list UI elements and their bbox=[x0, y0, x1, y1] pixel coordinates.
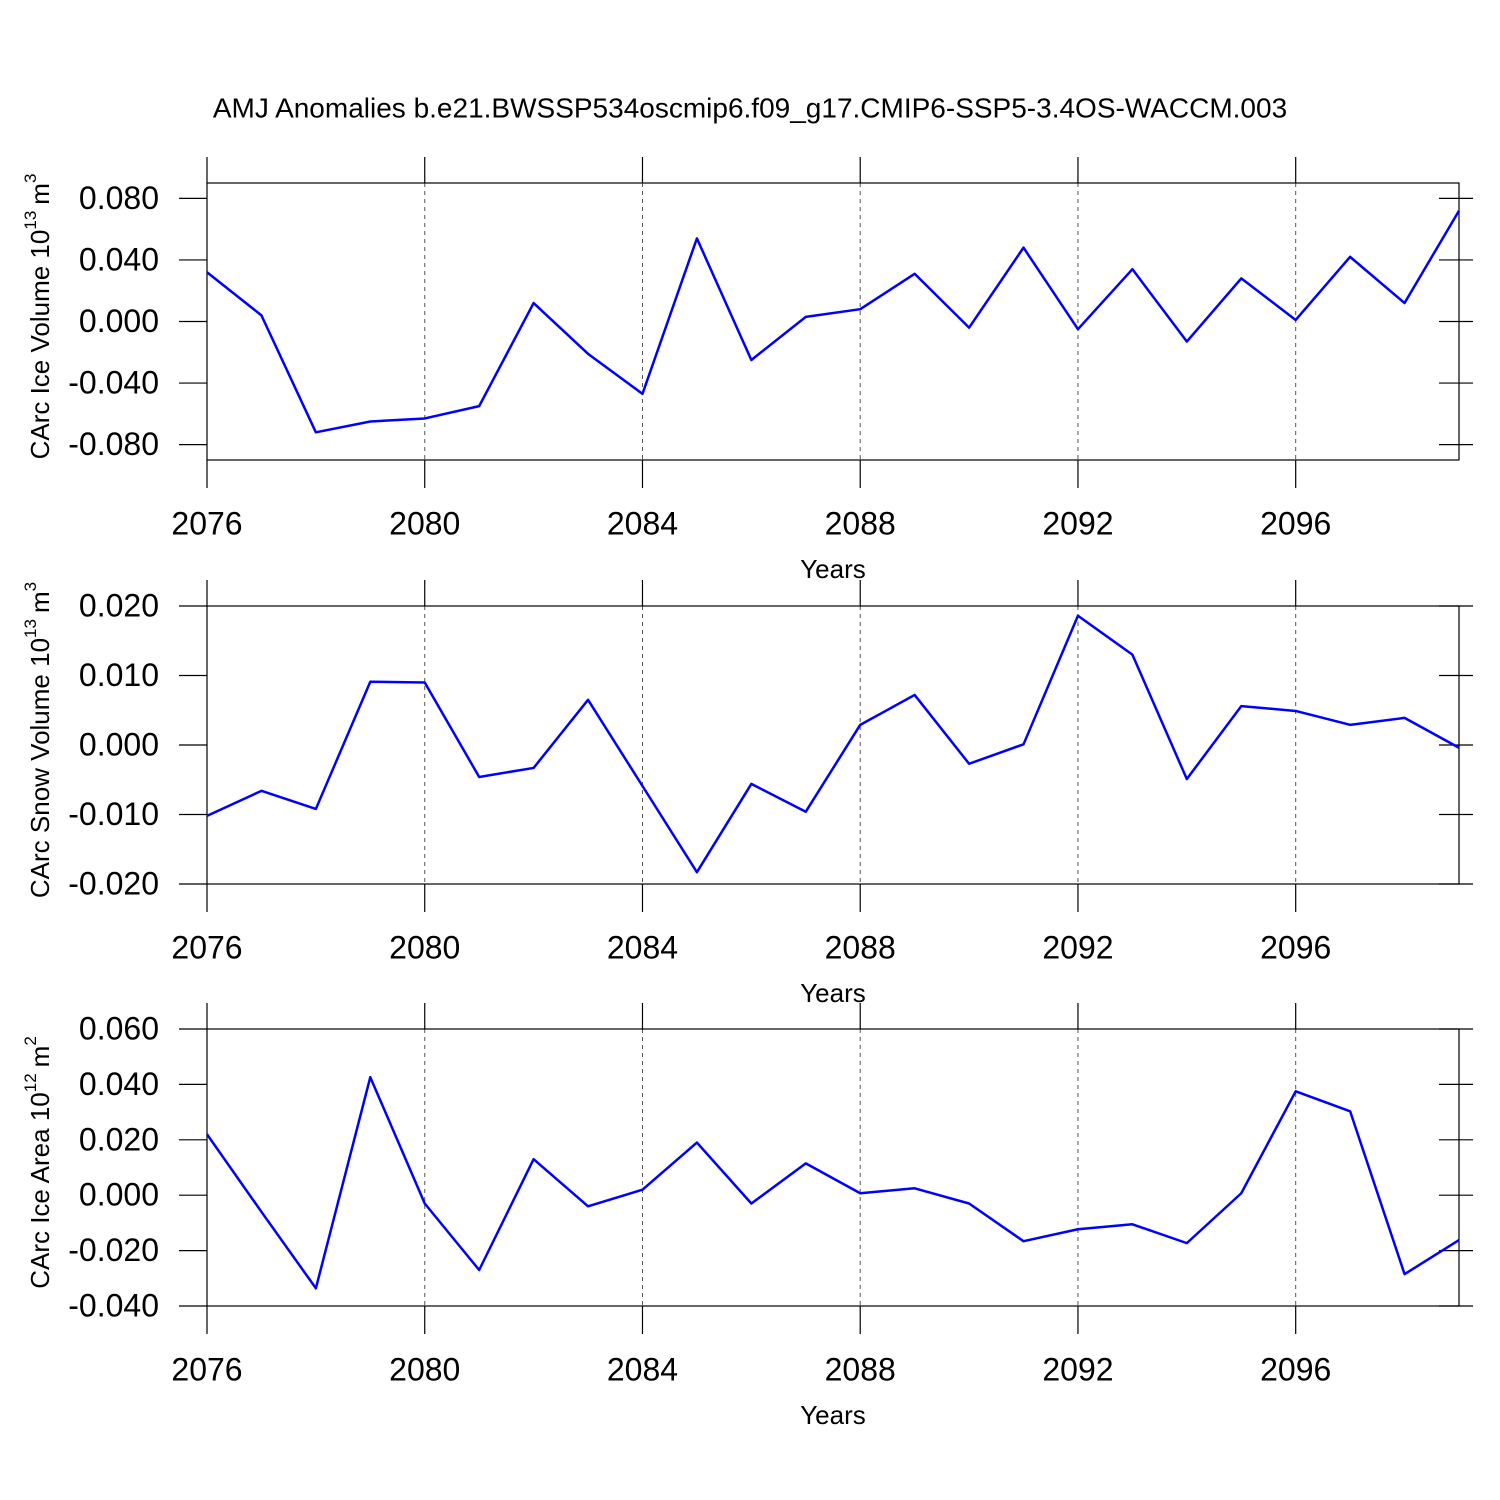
y-tick-label: 0.020 bbox=[79, 1121, 159, 1157]
y-axis-label-unit-exponent: 2 bbox=[21, 1036, 40, 1045]
chart-title: AMJ Anomalies b.e21.BWSSP534oscmip6.f09_… bbox=[213, 92, 1287, 123]
y-axis-label-exponent: 12 bbox=[21, 1073, 40, 1092]
x-tick-label: 2084 bbox=[607, 505, 678, 541]
plot-frame bbox=[206, 182, 1460, 461]
x-tick-label: 2076 bbox=[171, 505, 242, 541]
y-axis-label-exponent: 13 bbox=[21, 211, 40, 230]
y-axis-label-text: CArc Ice Area 10 bbox=[25, 1092, 55, 1289]
x-axis-label: Years bbox=[800, 1400, 866, 1430]
x-tick-label: 2084 bbox=[607, 1351, 678, 1387]
y-tick-label: -0.020 bbox=[68, 865, 159, 901]
y-axis-label-unit: m bbox=[25, 183, 55, 205]
data-line bbox=[206, 614, 1460, 874]
y-axis-label-unit: m bbox=[25, 1046, 55, 1068]
y-tick-label: 0.000 bbox=[79, 303, 159, 339]
y-axis-label-unit-exponent: 3 bbox=[21, 582, 40, 591]
x-tick-label: 2076 bbox=[171, 929, 242, 965]
y-tick-label: 0.010 bbox=[79, 657, 159, 693]
y-axis-label-unit-exponent: 3 bbox=[21, 174, 40, 183]
x-tick-label: 2076 bbox=[171, 1351, 242, 1387]
x-tick-label: 2096 bbox=[1260, 505, 1331, 541]
x-tick-label: 2080 bbox=[389, 929, 460, 965]
y-tick-label: -0.020 bbox=[68, 1232, 159, 1268]
y-tick-label: -0.010 bbox=[68, 796, 159, 832]
x-tick-label: 2092 bbox=[1042, 1351, 1113, 1387]
x-tick-label: 2080 bbox=[389, 505, 460, 541]
x-axis-label: Years bbox=[800, 554, 866, 584]
x-tick-label: 2096 bbox=[1260, 929, 1331, 965]
y-tick-label: 0.040 bbox=[79, 241, 159, 277]
y-axis-label-exponent: 13 bbox=[21, 619, 40, 638]
x-axis-label: Years bbox=[800, 978, 866, 1008]
x-tick-label: 2092 bbox=[1042, 505, 1113, 541]
x-tick-label: 2096 bbox=[1260, 1351, 1331, 1387]
x-tick-label: 2092 bbox=[1042, 929, 1113, 965]
y-axis-label: CArc Ice Area 1012 m2 bbox=[21, 1036, 54, 1289]
y-axis-label: CArc Snow Volume 1013 m3 bbox=[21, 582, 54, 898]
y-tick-label: 0.040 bbox=[79, 1066, 159, 1102]
y-tick-label: 0.000 bbox=[79, 726, 159, 762]
x-tick-label: 2088 bbox=[825, 929, 896, 965]
y-tick-label: -0.040 bbox=[68, 365, 159, 401]
y-tick-label: -0.040 bbox=[68, 1287, 159, 1323]
y-axis-label-text: CArc Ice Volume 10 bbox=[25, 230, 55, 460]
y-tick-label: -0.080 bbox=[68, 426, 159, 462]
y-tick-label: 0.000 bbox=[79, 1177, 159, 1213]
data-line bbox=[205, 1075, 1460, 1290]
x-tick-label: 2088 bbox=[825, 1351, 896, 1387]
x-tick-label: 2088 bbox=[825, 505, 896, 541]
y-axis-label-text: CArc Snow Volume 10 bbox=[25, 638, 55, 898]
data-line bbox=[206, 210, 1461, 434]
y-axis-label-unit: m bbox=[25, 591, 55, 613]
plot-frame bbox=[206, 1028, 1460, 1307]
y-tick-label: 0.080 bbox=[79, 180, 159, 216]
x-tick-label: 2084 bbox=[607, 929, 678, 965]
x-tick-label: 2080 bbox=[389, 1351, 460, 1387]
y-axis-label: CArc Ice Volume 1013 m3 bbox=[21, 174, 54, 460]
y-tick-label: 0.020 bbox=[79, 587, 159, 623]
y-tick-label: 0.060 bbox=[79, 1010, 159, 1046]
plot-frame bbox=[206, 605, 1460, 885]
